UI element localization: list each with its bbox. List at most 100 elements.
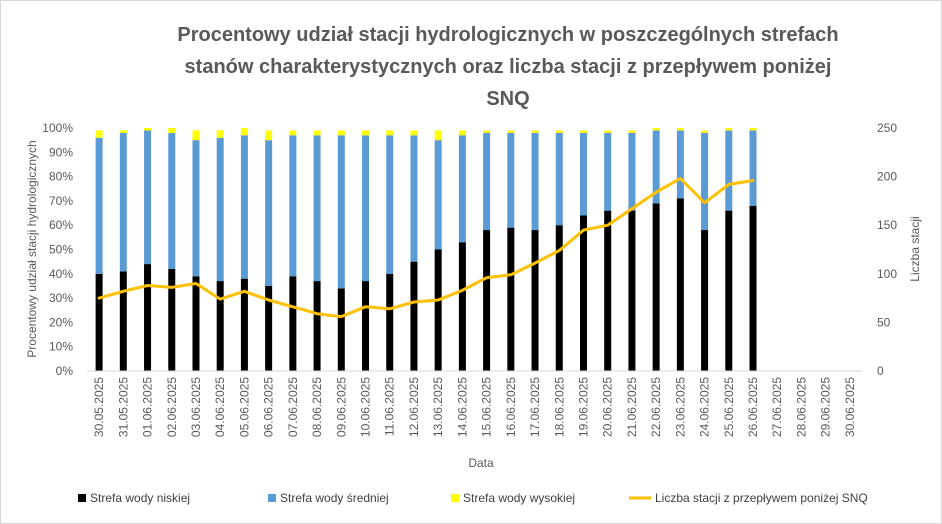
legend-swatch [78,494,86,502]
bar-segment-medium [119,132,127,272]
bar-segment-high [216,130,224,138]
x-tick-label: 22.06.2025 [649,377,663,437]
x-tick-label: 27.06.2025 [770,377,784,437]
x-tick-label: 15.06.2025 [480,377,494,437]
bar-segment-low [579,215,587,371]
bar-segment-high [192,130,200,141]
bar-segment-high [386,130,394,136]
bar-segment-low [410,261,418,371]
bar-segment-medium [458,135,466,243]
bar-segment-high [95,130,103,138]
bar-segment-high [144,128,152,131]
x-tick-label: 14.06.2025 [455,377,469,437]
bar-segment-low [144,264,152,371]
bar-segment-low [337,288,345,371]
bar-segment-low [458,242,466,371]
x-tick-label: 25.06.2025 [722,377,736,437]
plot-area: 0% 10% 20% 30% 40% 50% 60% 70% 80% 90% 100% 0 50 100 1… [42,121,897,437]
bar-segment-high [701,130,709,133]
x-tick-label: 08.06.2025 [310,377,324,437]
bar-segment-low [725,210,733,371]
bar-segment-high [676,128,684,131]
bar-segment-medium [216,137,224,282]
x-tick-label: 18.06.2025 [552,377,566,437]
y2-tick-label: 0 [877,364,884,378]
x-tick-label: 11.06.2025 [383,377,397,436]
x-tick-label: 30.06.2025 [843,377,857,437]
y-tick-label: 80% [49,170,73,184]
x-tick-label: 09.06.2025 [334,377,348,437]
bar-segment-low [362,281,370,371]
bar-segment-high [628,130,636,133]
x-tick-label: 16.06.2025 [504,377,518,437]
bar-segment-high [604,130,612,133]
y2-tick-label: 50 [877,315,891,329]
y2-tick-label: 100 [877,267,897,281]
bar-segment-high [652,128,660,131]
bar-segment-high [434,130,442,141]
bar-segment-low [192,276,200,371]
bar-segment-high [168,128,176,133]
x-tick-label: 01.06.2025 [141,377,155,437]
x-tick-label: 04.06.2025 [213,377,227,437]
bar-segment-low [265,285,273,371]
y-tick-label: 0% [56,364,74,378]
bar-segment-medium [676,130,684,199]
bar-segment-high [749,128,757,131]
bar-segment-high [531,130,539,133]
x-tick-label: 06.06.2025 [262,377,276,437]
y-tick-label: 100% [42,121,73,135]
bar-segment-medium [483,132,491,231]
x-tick-label: 21.06.2025 [625,377,639,437]
bar-segment-medium [531,132,539,231]
bar-segment-high [410,130,418,136]
y2-axis-title: Liczba stacji [908,216,922,281]
bar-segment-medium [579,132,587,216]
bar-segment-low [289,276,297,371]
bar-segment-medium [701,132,709,231]
x-tick-label: 17.06.2025 [528,377,542,437]
x-tick-label: 24.06.2025 [698,377,712,437]
y-tick-label: 10% [49,340,73,354]
bar-segment-low [483,230,491,371]
x-tick-label: 30.05.2025 [92,377,106,437]
chart-title-line-2: stanów charakterystycznych oraz liczba s… [185,56,832,78]
x-tick-label: 26.06.2025 [746,377,760,437]
bar-segment-medium [410,135,418,262]
bar-segment-high [337,130,345,136]
bar-segment-medium [749,130,757,206]
x-tick-label: 05.06.2025 [237,377,251,437]
x-tick-label: 31.05.2025 [116,377,130,437]
bar-segment-medium [192,140,200,277]
bar-segment-high [507,130,515,133]
x-tick-label: 07.06.2025 [286,377,300,437]
y2-tick-label: 250 [877,121,897,135]
legend-swatch [268,494,276,502]
bar-segment-medium [725,130,733,211]
chart-title: Procentowy udział stacji hydrologicznych… [177,24,838,110]
y-tick-label: 20% [49,315,73,329]
bar-segment-medium [507,132,515,228]
chart-title-line-3: SNQ [486,88,529,110]
bar-segment-medium [652,130,660,204]
bar-segment-high [483,130,491,133]
bar-segment-medium [168,132,176,269]
y-tick-label: 60% [49,218,73,232]
y-tick-label: 50% [49,243,73,257]
bar-segment-medium [337,135,345,289]
bar-segment-high [458,130,466,136]
y-tick-label: 70% [49,194,73,208]
bar-segment-medium [240,135,248,279]
y-tick-label: 40% [49,267,73,281]
y-tick-label: 30% [49,291,73,305]
legend-label: Strefa wody średniej [280,491,389,505]
legend: Strefa wody niskiej Strefa wody średniej S… [78,491,868,505]
chart-title-line-1: Procentowy udział stacji hydrologicznych… [177,24,838,46]
bar-segment-medium [628,132,636,211]
bar-segment-medium [144,130,152,265]
x-axis-title: Data [468,456,494,470]
bar-segment-low [240,278,248,371]
bar-segment-low [701,230,709,371]
